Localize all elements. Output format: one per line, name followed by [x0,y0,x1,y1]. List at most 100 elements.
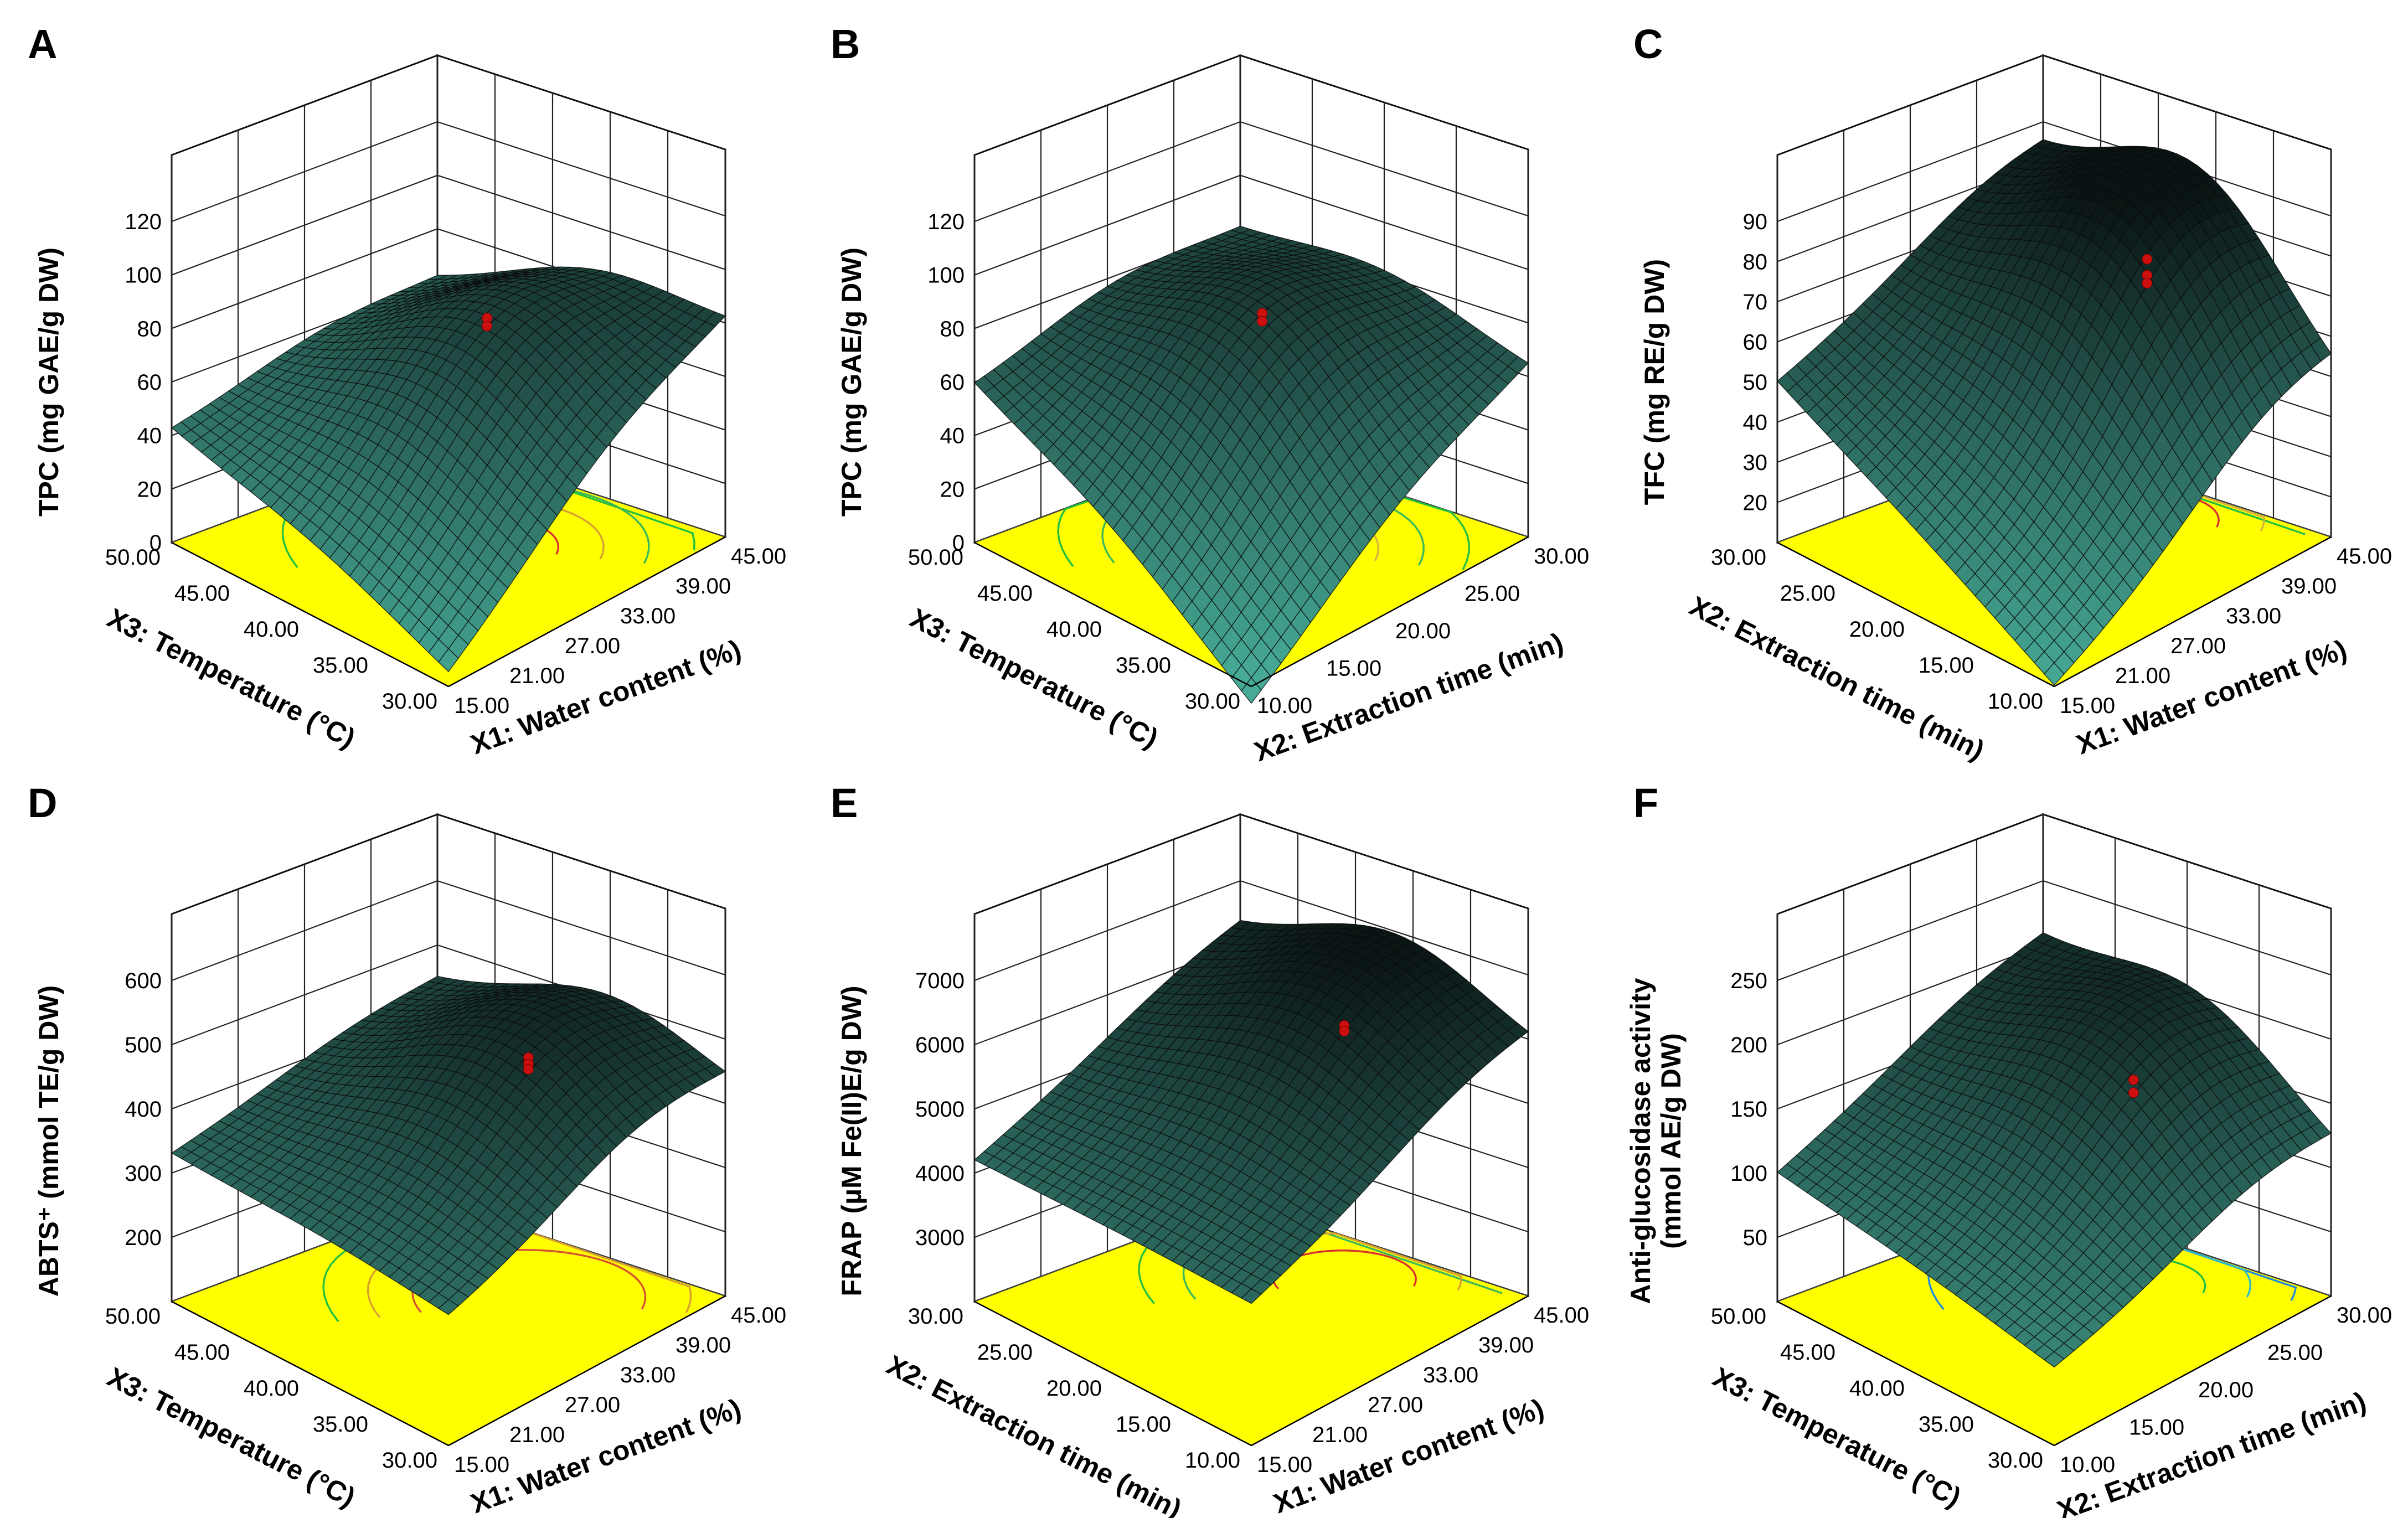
y-tick-label: 50.00 [105,1304,161,1329]
z-tick-label: 300 [125,1161,162,1186]
x-tick-label: 33.00 [620,604,676,628]
panel-letter: D [28,780,57,826]
x-tick-label: 15.00 [1326,657,1381,681]
y-tick-label: 30.00 [1185,689,1240,714]
y-tick-label: 15.00 [1919,653,1974,678]
y-tick-label: 45.00 [977,581,1033,606]
x-tick-label: 27.00 [2170,634,2226,658]
z-tick-label: 200 [1730,1033,1767,1057]
design-point [1339,1026,1350,1037]
y-tick-label: 10.00 [1185,1448,1240,1473]
panel-letter: B [831,21,860,67]
y-axis-title: X3: Temperature (°C) [102,602,360,754]
x-tick-label: 15.00 [2060,694,2115,718]
z-tick-label: 150 [1730,1097,1767,1122]
design-point [2142,254,2153,265]
z-tick-label: 3000 [915,1226,965,1250]
panel-f: F5010015020025030.0035.0040.0045.0050.00… [1625,780,2392,1518]
z-tick-label: 4000 [915,1161,965,1186]
design-point [1257,316,1267,327]
y-tick-label: 40.00 [1849,1376,1905,1401]
z-tick-label: 120 [125,210,162,234]
z-tick-label: 40 [137,424,162,448]
panel-a: A02040608010012030.0035.0040.0045.0050.0… [28,21,786,760]
z-axis-title: TPC (mg GAE/g DW) [33,247,64,517]
panel-d: D20030040050060030.0035.0040.0045.0050.0… [28,780,786,1518]
front-edge-left [171,541,449,688]
y-tick-label: 45.00 [174,581,230,606]
z-tick-label: 5000 [915,1097,965,1122]
z-tick-label: 70 [1743,290,1768,314]
z-tick-label: 80 [137,317,162,341]
x-tick-label: 33.00 [620,1363,676,1387]
x-tick-label: 25.00 [1465,582,1520,606]
surface-cell [438,648,459,673]
z-tick-label: 20 [137,477,162,502]
front-edge-right [448,536,726,688]
x-tick-label: 45.00 [731,544,786,569]
y-tick-label: 35.00 [1919,1412,1974,1437]
z-tick-label: 7000 [915,969,965,993]
x-tick-label: 15.00 [2129,1416,2184,1440]
x-tick-label: 21.00 [1312,1423,1368,1447]
z-tick-label: 100 [125,264,162,288]
y-tick-label: 40.00 [244,1376,299,1401]
z-gridline [171,880,726,982]
x-tick-label: 39.00 [2281,574,2337,598]
y-tick-label: 30.00 [382,689,437,714]
z-tick-label: 500 [125,1033,162,1057]
y-tick-label: 25.00 [977,1340,1033,1365]
x-tick-label: 45.00 [2337,544,2392,569]
panel-b: B02040608010012030.0035.0040.0045.0050.0… [831,21,1589,767]
z-tick-label: 400 [125,1097,162,1122]
z-axis-title: TPC (mg GAE/g DW) [836,247,867,517]
x-tick-label: 27.00 [1368,1393,1423,1417]
z-tick-label: 20 [1743,491,1768,515]
x-tick-label: 21.00 [509,1423,565,1447]
x-tick-label: 39.00 [676,1333,731,1357]
y-tick-label: 35.00 [313,653,368,678]
y-tick-label: 30.00 [908,1304,963,1329]
z-tick-label: 80 [1743,250,1768,275]
x-tick-label: 20.00 [1395,619,1451,643]
x-tick-label: 39.00 [676,574,731,598]
z-tick-label: 60 [940,370,965,395]
z-tick-label: 90 [1743,210,1768,234]
y-tick-label: 25.00 [1780,581,1835,606]
z-tick-label: 120 [927,210,965,234]
z-tick-label: 40 [940,424,965,448]
y-tick-label: 30.00 [1711,545,1766,570]
x-tick-label: 39.00 [1478,1333,1534,1357]
x-tick-label: 21.00 [509,664,565,688]
panel-e: E3000400050006000700010.0015.0020.0025.0… [831,780,1589,1518]
z-tick-label: 40 [1743,411,1768,435]
y-tick-label: 45.00 [1780,1340,1835,1365]
x-tick-label: 30.00 [1534,544,1589,569]
y-axis-title: X3: Temperature (°C) [905,602,1163,754]
z-axis-title: FRAP (µM Fe(II)E/g DW) [836,985,867,1296]
x-tick-label: 33.00 [2226,604,2281,628]
x-tick-label: 15.00 [1257,1453,1312,1477]
y-tick-label: 15.00 [1116,1412,1171,1437]
y-tick-label: 10.00 [1988,689,2043,714]
panel-letter: F [1633,780,1658,826]
x-tick-label: 15.00 [454,694,509,718]
z-tick-label: 0 [149,531,162,555]
design-point [2128,1075,2139,1086]
z-tick-label: 50 [1743,370,1768,395]
x-tick-label: 21.00 [2115,664,2170,688]
y-tick-label: 40.00 [244,617,299,642]
x-tick-label: 15.00 [454,1453,509,1477]
z-tick-label: 60 [1743,331,1768,355]
z-tick-label: 200 [125,1226,162,1250]
design-point [2128,1087,2139,1098]
x-tick-label: 10.00 [1257,694,1312,718]
z-tick-label: 6000 [915,1033,965,1057]
y-tick-label: 50.00 [105,545,161,570]
panel-letter: A [28,21,57,67]
x-tick-label: 27.00 [565,634,620,658]
z-tick-label: 100 [927,264,965,288]
y-tick-label: 50.00 [1711,1304,1766,1329]
y-tick-label: 45.00 [174,1340,230,1365]
